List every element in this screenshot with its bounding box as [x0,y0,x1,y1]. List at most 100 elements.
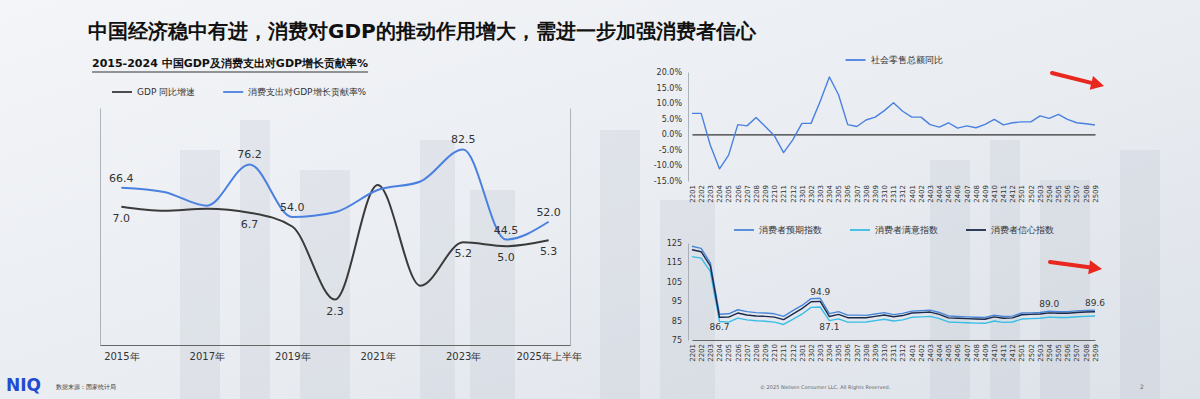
x-tick: 2411 [1000,134,1008,203]
x-tick: 2505 [1055,134,1063,203]
y-tick: 105 [667,278,688,287]
x-tick-label: 2015年 [104,351,139,362]
x-tick-label: 2408 [973,185,981,203]
x-tick: 2410 [991,134,999,203]
x-tick-label: 2407 [964,344,972,362]
arrow-head [1090,76,1104,90]
x-tick-label: 2409 [982,344,990,362]
legend: 消费者预期指数消费者满意指数消费者信心指数 [734,225,1054,235]
x-tick-label: 2302 [808,185,816,203]
x-tick-label: 2403 [927,344,935,362]
x-tick: 2021年 [361,345,396,362]
x-tick-label: 2201 [689,344,697,362]
legend-label: 消费者满意指数 [875,225,938,235]
data-label: 5.3 [540,245,558,258]
x-tick-label: 2019年 [275,351,310,362]
x-tick-label: 2507 [1073,185,1081,203]
x-tick-label: 2202 [698,344,706,362]
legend-swatch [966,229,986,231]
x-tick: 2203 [707,340,715,362]
y-tick-label: -15.0% [654,177,683,186]
x-tick: 2025年上半年 [516,345,581,362]
x-tick-label: 2411 [1000,344,1008,362]
data-label: 44.5 [494,224,519,237]
x-tick: 2507 [1073,340,1081,362]
x-tick-label: 2412 [1009,344,1017,362]
y-tick-label: 15.0% [657,84,683,93]
x-tick: 2403 [927,340,935,362]
x-tick-label: 2209 [762,344,770,362]
x-tick-label: 2502 [1028,185,1036,203]
x-tick: 2211 [780,340,788,362]
x-tick: 2508 [1083,134,1091,203]
legend-item: GDP 同比增速 [112,87,195,97]
data-label: 7.0 [113,212,131,225]
legend-swatch [112,91,132,93]
x-tick-label: 2508 [1083,344,1091,362]
x-tick-label: 2507 [1073,344,1081,362]
x-tick-label: 2402 [918,344,926,362]
x-tick: 2308 [863,134,871,203]
x-tick-label: 2407 [964,185,972,203]
building [990,140,1020,399]
x-axis: 2015年2017年2019年2021年2023年2025年上半年 [101,345,582,362]
x-tick: 2212 [789,134,797,203]
y-axis: 758595105115125 [667,239,689,345]
x-tick-label: 2205 [725,344,733,362]
x-tick: 2404 [936,340,944,362]
arrow-shaft [1050,262,1089,267]
x-tick: 2509 [1092,134,1100,203]
x-tick: 2307 [854,340,862,362]
x-tick: 2505 [1055,340,1063,362]
y-tick: 75 [672,336,688,345]
page: 中国经济稳中有进，消费对GDP的推动作用增大，需进一步加强消费者信心2015-2… [0,0,1200,399]
y-tick-label: 5.0% [662,115,683,124]
x-tick-label: 2310 [881,344,889,362]
x-tick: 2205 [725,340,733,362]
y-tick: -10.0% [654,161,688,170]
y-tick-label: 10.0% [657,99,683,108]
building [600,130,640,399]
x-tick: 2405 [945,340,953,362]
x-tick-label: 2312 [899,344,907,362]
y-tick-label: 115 [667,258,682,267]
axis-line [688,73,689,182]
y-tick-label: 125 [667,239,682,248]
x-tick-label: 2308 [863,344,871,362]
axis-line [693,340,1096,341]
x-tick: 2301 [799,134,807,203]
data-label: 2.3 [326,305,344,318]
data-labels: 86.794.987.189.089.6 [709,287,1105,332]
x-tick: 2306 [844,340,852,362]
x-tick: 2310 [881,340,889,362]
legend-label: 消费支出对GDP增长贡献率% [248,87,366,97]
x-tick: 2306 [844,134,852,203]
legend-swatch [846,59,866,61]
trend-arrow [1050,260,1102,274]
x-tick-label: 2307 [854,344,862,362]
x-tick: 2407 [964,134,972,203]
axis-line [101,345,571,346]
x-tick-label: 2404 [936,184,944,202]
data-label: 94.9 [810,287,830,297]
x-tick: 2412 [1009,340,1017,362]
x-tick: 2410 [991,340,999,362]
series-line [692,246,1095,317]
axis-line [688,244,689,341]
series-line [121,185,548,300]
x-tick-label: 2310 [881,185,889,203]
building [660,200,715,399]
x-tick-label: 2508 [1083,185,1091,203]
x-tick: 2402 [918,340,926,362]
x-tick-label: 2205 [725,185,733,203]
x-tick-label: 2404 [936,343,944,361]
legend-swatch [223,91,243,93]
x-tick-label: 2208 [753,185,761,203]
x-tick: 2502 [1028,340,1036,362]
x-tick: 2501 [1018,340,1026,362]
axis-line [570,109,571,346]
x-tick-label: 2504 [1046,343,1054,361]
page-title: 中国经济稳中有进，消费对GDP的推动作用增大，需进一步加强消费者信心 [88,19,757,43]
data-label: 89.6 [1085,298,1105,308]
series-line [121,149,548,239]
